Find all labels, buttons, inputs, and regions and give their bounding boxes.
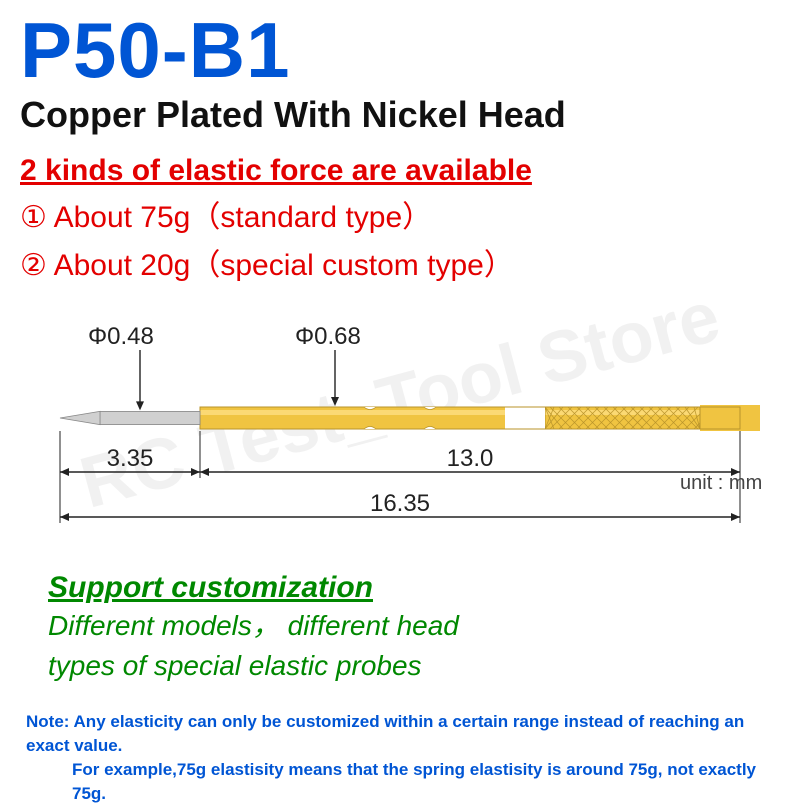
note-line-1: Note: Any elasticity can only be customi… xyxy=(26,710,774,758)
elastic-item-2: ② About 20g（special custom type） xyxy=(20,240,780,284)
elastic-heading: 2 kinds of elastic force are available xyxy=(20,154,780,188)
svg-text:Φ0.68: Φ0.68 xyxy=(295,323,361,350)
support-line-1: Different models， different head xyxy=(48,607,780,645)
note-text: Note: Any elasticity can only be customi… xyxy=(20,710,780,805)
svg-text:Φ0.48: Φ0.48 xyxy=(88,323,154,350)
main-content: P50-B1 Copper Plated With Nickel Head 2 … xyxy=(0,0,800,806)
svg-text:3.35: 3.35 xyxy=(107,445,154,472)
elastic-item-1: ① About 75g（standard type） xyxy=(20,192,780,236)
product-title: P50-B1 xyxy=(20,10,780,92)
product-subtitle: Copper Plated With Nickel Head xyxy=(20,94,780,136)
support-line-2: types of special elastic probes xyxy=(48,647,780,685)
probe-diagram: Φ0.48 Φ0.68 3.35 13.0 16.35 unit : mm xyxy=(20,312,780,547)
svg-text:16.35: 16.35 xyxy=(370,490,430,517)
support-title: Support customization xyxy=(48,571,780,605)
svg-text:13.0: 13.0 xyxy=(447,445,494,472)
svg-text:unit : mm: unit : mm xyxy=(680,472,762,494)
note-line-2: For example,75g elastisity means that th… xyxy=(26,758,774,806)
probe-svg: Φ0.48 Φ0.68 3.35 13.0 16.35 unit : mm xyxy=(20,312,780,547)
